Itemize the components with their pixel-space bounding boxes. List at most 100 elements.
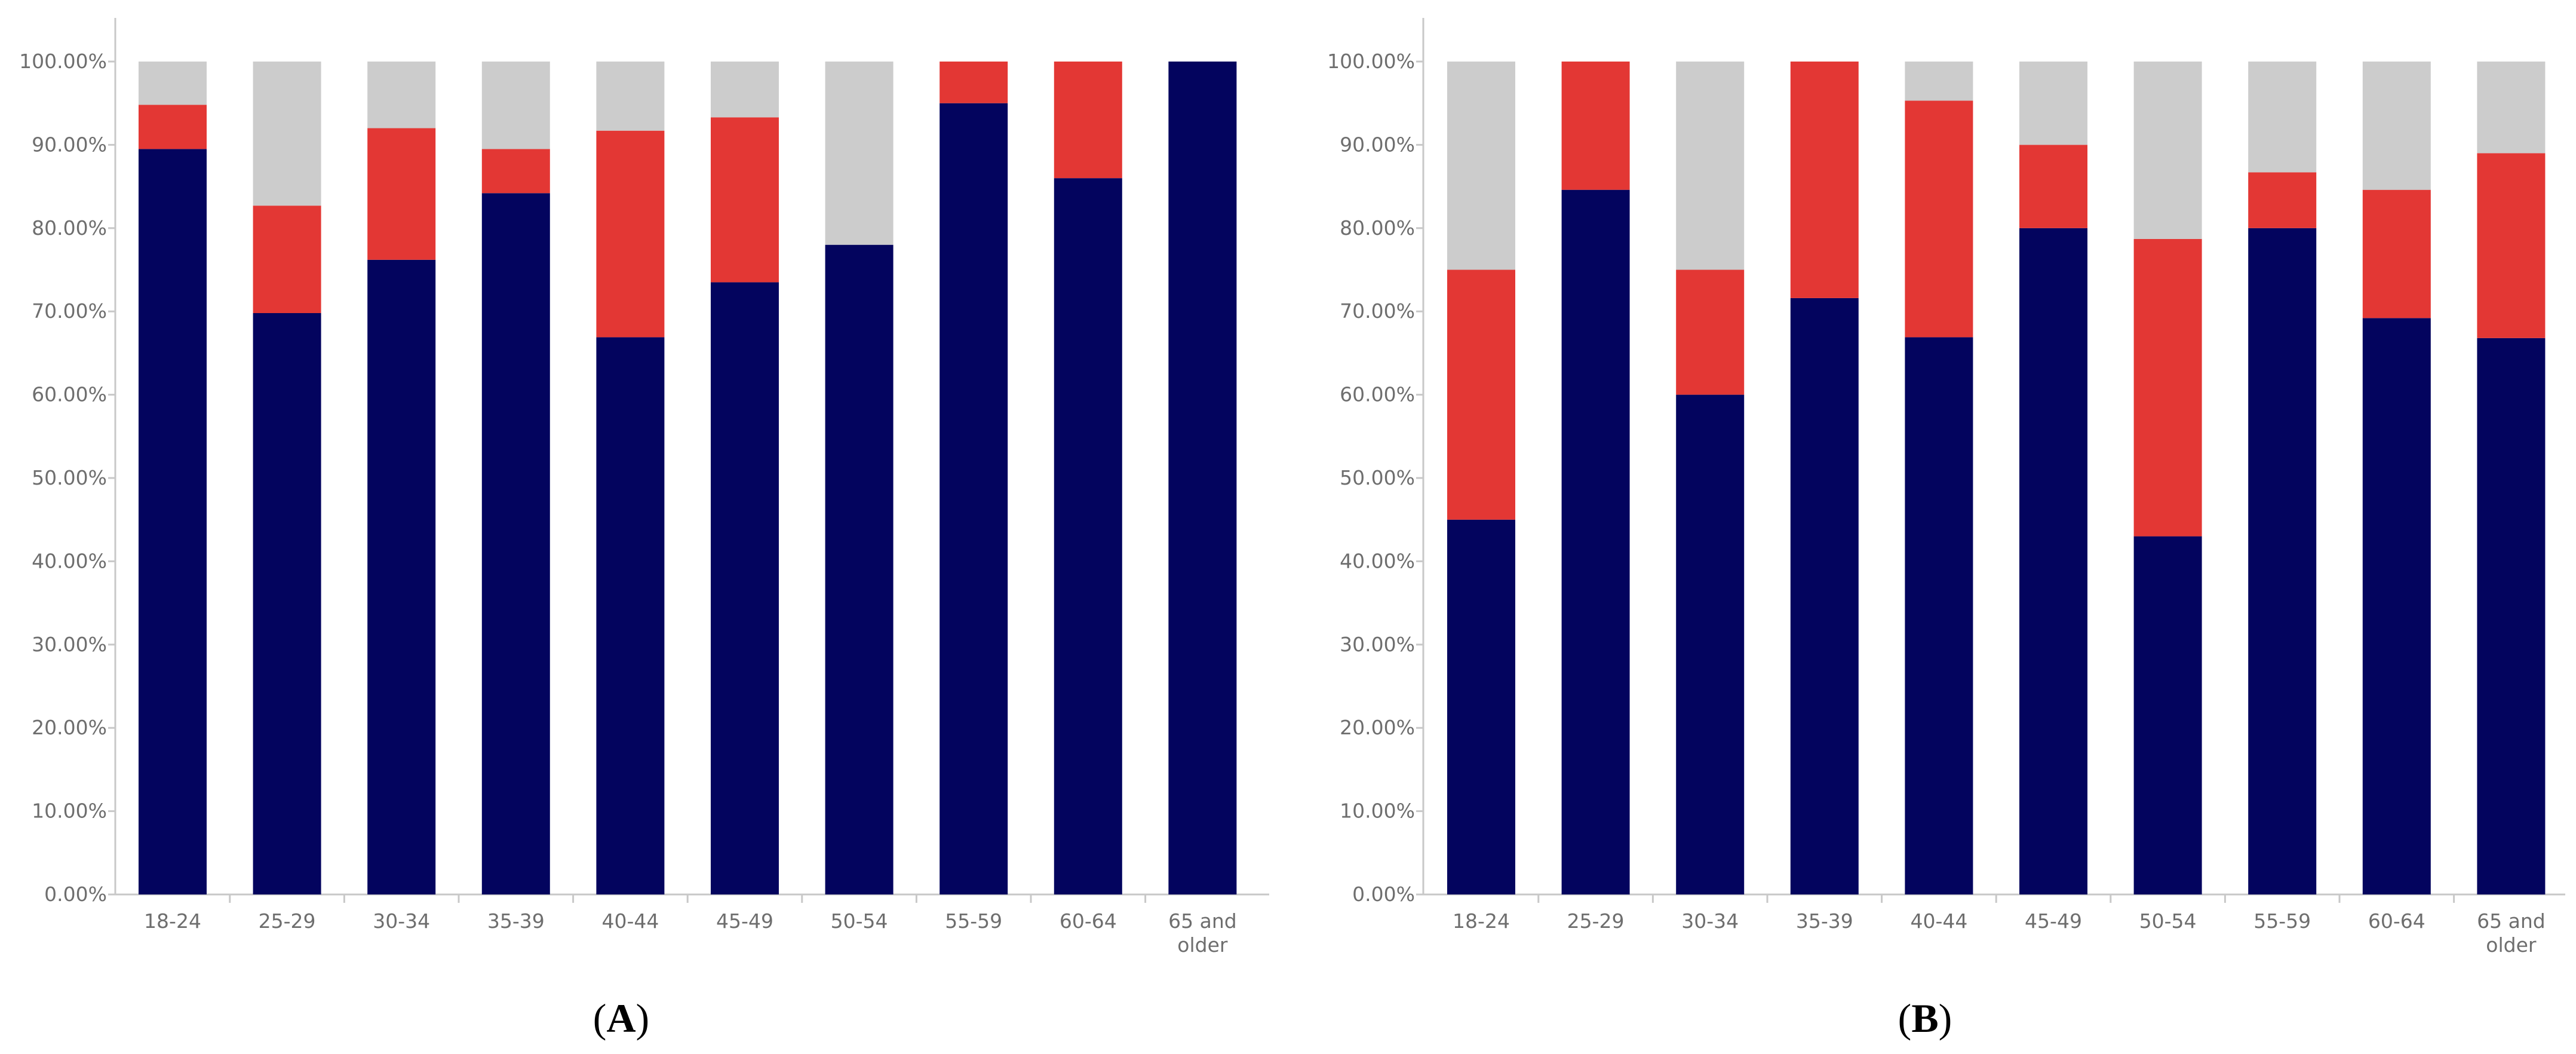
bar-segment-series2 bbox=[1561, 62, 1630, 190]
bar-segment-series2 bbox=[1790, 62, 1859, 298]
panel-label: (B) bbox=[1898, 995, 1952, 1041]
y-tick-label: 20.00% bbox=[32, 716, 107, 739]
x-tick-label: 45-49 bbox=[716, 909, 773, 933]
x-tick-label: 55-59 bbox=[2253, 909, 2311, 933]
y-tick-label: 60.00% bbox=[32, 383, 107, 406]
bar-segment-series1 bbox=[367, 259, 436, 895]
y-tick-label: 100.00% bbox=[19, 50, 107, 73]
panel-label: (A) bbox=[593, 995, 649, 1041]
bar-segment-series2 bbox=[367, 128, 436, 260]
bar-segment-series2 bbox=[1676, 269, 1745, 395]
bar-segment-series1 bbox=[939, 103, 1008, 895]
y-tick-label: 40.00% bbox=[1340, 549, 1415, 572]
bar-segment-series1 bbox=[481, 193, 550, 895]
x-tick-label: 50-54 bbox=[2139, 909, 2197, 933]
bar-segment-series1 bbox=[2362, 318, 2431, 894]
bar-segment-series1 bbox=[825, 244, 894, 895]
chart-panel-b: 0.00% 10.00% 20.00% 30.00% 40.00% 50.00% 60.00… bbox=[1308, 0, 2576, 1054]
x-tick-label: 40-44 bbox=[601, 909, 659, 933]
x-tick-label: 65 and older bbox=[2477, 909, 2546, 957]
stacked-bar-chart-b: 0.00% 10.00% 20.00% 30.00% 40.00% 50.00% 60.00… bbox=[1327, 18, 2565, 1041]
x-tick-label: 35-39 bbox=[487, 909, 545, 933]
bar-segment-series2 bbox=[2477, 153, 2546, 338]
y-tick-label: 0.00% bbox=[44, 883, 107, 906]
bar-segment-series1 bbox=[253, 312, 321, 894]
bar-segment-series1 bbox=[2477, 338, 2546, 894]
bar-segment-series3 bbox=[2362, 62, 2431, 190]
bar-segment-series3 bbox=[1905, 62, 1973, 101]
bar-segment-series3 bbox=[253, 62, 321, 206]
bar-segment-series1 bbox=[1905, 337, 1973, 894]
x-tick-label: 40-44 bbox=[1910, 909, 1967, 933]
y-tick-label: 80.00% bbox=[32, 216, 107, 240]
x-tick-label: 18-24 bbox=[144, 909, 201, 933]
bar-segment-series2 bbox=[2248, 172, 2317, 228]
bar-segment-series3 bbox=[2248, 62, 2317, 173]
y-tick-label: 60.00% bbox=[1340, 383, 1415, 406]
x-tick-label: 65 and older bbox=[1168, 909, 1237, 957]
bar-segment-series1 bbox=[2019, 228, 2087, 894]
x-tick-label: 30-34 bbox=[1681, 909, 1739, 933]
bar-segment-series1 bbox=[1561, 189, 1630, 894]
x-tick-label: 55-59 bbox=[945, 909, 1002, 933]
stacked-bar-chart-a: 0.00% 10.00% 20.00% 30.00% 40.00% 50.00% 60.00… bbox=[19, 18, 1269, 1041]
bar-segment-series1 bbox=[139, 149, 207, 894]
bar-segment-series2 bbox=[2133, 238, 2202, 537]
bar-segment-series1 bbox=[711, 282, 779, 894]
y-tick-label: 90.00% bbox=[32, 133, 107, 156]
bar-segment-series2 bbox=[2362, 189, 2431, 318]
bar-segment-series3 bbox=[825, 62, 894, 245]
y-tick-label: 80.00% bbox=[1340, 216, 1415, 240]
y-tick-label: 70.00% bbox=[1340, 299, 1415, 323]
y-tick-label: 50.00% bbox=[1340, 466, 1415, 489]
x-tick-label: 60-64 bbox=[1060, 909, 1117, 933]
y-tick-label: 100.00% bbox=[1327, 50, 1415, 73]
x-tick-label: 35-39 bbox=[1796, 909, 1853, 933]
x-tick-label: 18-24 bbox=[1453, 909, 1510, 933]
bar-segment-series2 bbox=[1447, 269, 1515, 520]
bar-segment-series3 bbox=[367, 62, 436, 128]
bar-segment-series2 bbox=[711, 117, 779, 283]
bar-segment-series2 bbox=[596, 130, 665, 338]
x-tick-label: 25-29 bbox=[259, 909, 316, 933]
bar-segment-series3 bbox=[481, 62, 550, 149]
bar-segment-series2 bbox=[139, 105, 207, 149]
x-tick-label: 45-49 bbox=[2025, 909, 2082, 933]
bar-segment-series3 bbox=[2019, 62, 2087, 145]
bar-segment-series1 bbox=[1054, 178, 1122, 894]
y-tick-label: 70.00% bbox=[32, 299, 107, 323]
bar-segment-series1 bbox=[1168, 62, 1237, 894]
chart-panel-a: 0.00% 10.00% 20.00% 30.00% 40.00% 50.00% 60.00… bbox=[19, 18, 1269, 1041]
y-tick-label: 0.00% bbox=[1352, 883, 1415, 906]
bar-segment-series2 bbox=[481, 149, 550, 194]
y-tick-label: 90.00% bbox=[1340, 133, 1415, 156]
y-tick-label: 20.00% bbox=[1340, 716, 1415, 739]
x-tick-label: 60-64 bbox=[2368, 909, 2425, 933]
bar-segment-series3 bbox=[2133, 62, 2202, 239]
bar-segment-series3 bbox=[2477, 62, 2546, 154]
bar-segment-series1 bbox=[1447, 519, 1515, 894]
y-tick-label: 50.00% bbox=[32, 466, 107, 489]
bar-segment-series1 bbox=[1790, 298, 1859, 894]
bar-segment-series2 bbox=[1054, 62, 1122, 179]
bar-segment-series2 bbox=[939, 62, 1008, 103]
y-tick-label: 40.00% bbox=[32, 549, 107, 572]
y-tick-label: 30.00% bbox=[32, 633, 107, 656]
y-tick-label: 30.00% bbox=[1340, 633, 1415, 656]
bar-segment-series3 bbox=[1676, 62, 1745, 270]
bar-segment-series1 bbox=[2133, 536, 2202, 894]
y-tick-label: 10.00% bbox=[1340, 799, 1415, 823]
bar-segment-series3 bbox=[139, 62, 207, 105]
bar-segment-series1 bbox=[2248, 228, 2317, 894]
bar-segment-series2 bbox=[1905, 100, 1973, 338]
bar-segment-series3 bbox=[1447, 62, 1515, 270]
bar-segment-series1 bbox=[596, 337, 665, 894]
x-tick-label: 30-34 bbox=[373, 909, 430, 933]
bar-segment-series3 bbox=[711, 62, 779, 118]
bar-segment-series2 bbox=[253, 206, 321, 313]
y-tick-label: 10.00% bbox=[32, 799, 107, 823]
bar-segment-series1 bbox=[1676, 394, 1745, 894]
bar-segment-series2 bbox=[2019, 145, 2087, 228]
bar-segment-series3 bbox=[596, 62, 665, 131]
x-tick-label: 50-54 bbox=[831, 909, 888, 933]
